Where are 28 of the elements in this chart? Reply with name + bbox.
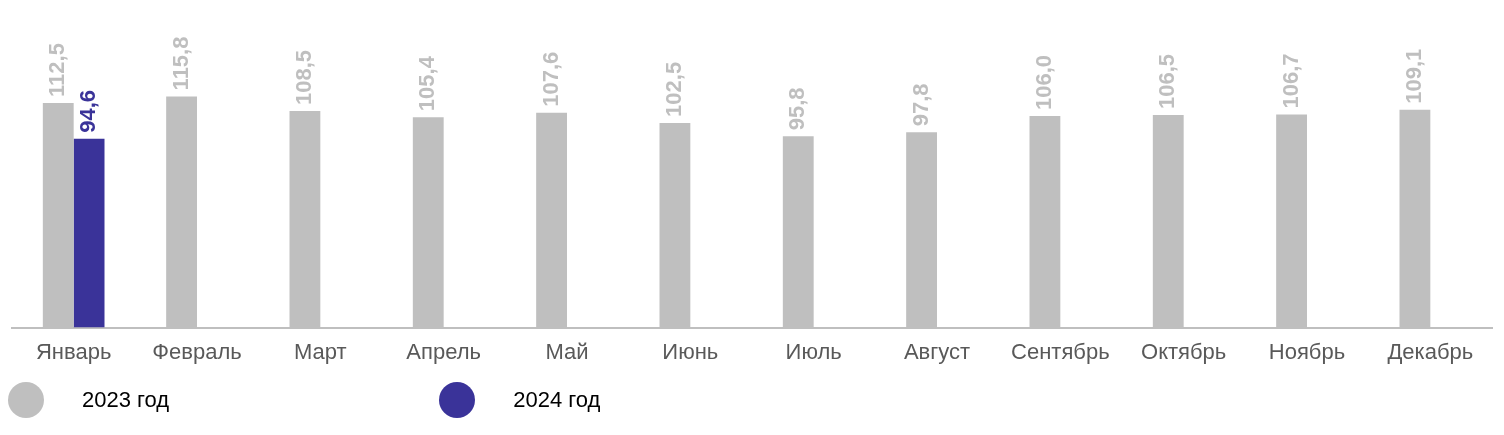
data-label: 112,5 (44, 43, 70, 97)
x-tick-label: Февраль (152, 338, 242, 364)
x-tick-label: Август (903, 338, 971, 364)
x-tick-label: Ноябрь (1268, 338, 1346, 364)
data-label: 109,1 (1400, 48, 1426, 104)
x-tick-label: Май (545, 338, 589, 364)
data-label: 94,6 (75, 89, 101, 133)
x-tick-label: Июнь (662, 338, 719, 364)
data-label: 108,5 (290, 49, 316, 105)
x-tick-label: Март (294, 338, 347, 364)
data-label: 95,8 (784, 87, 810, 131)
data-label: 106,0 (1030, 54, 1056, 110)
data-label: 97,8 (907, 83, 933, 127)
x-tick-label: Июль (785, 338, 842, 364)
data-label: 106,5 (1154, 53, 1180, 109)
x-tick-label: Январь (35, 338, 112, 364)
legend-label: 2024 год (513, 387, 601, 413)
x-tick-label: Сентябрь (1011, 338, 1110, 364)
x-tick-label: Октябрь (1141, 338, 1227, 364)
data-label: 102,5 (660, 61, 686, 117)
x-tick-label: Апрель (406, 338, 481, 364)
legend-label: 2023 год (82, 387, 170, 413)
data-label: 107,6 (537, 51, 563, 107)
data-label: 105,4 (414, 55, 440, 112)
x-tick-label: Декабрь (1387, 338, 1474, 364)
data-label: 106,7 (1277, 53, 1303, 109)
bar (73, 138, 105, 328)
data-label: 115,8 (167, 36, 193, 91)
